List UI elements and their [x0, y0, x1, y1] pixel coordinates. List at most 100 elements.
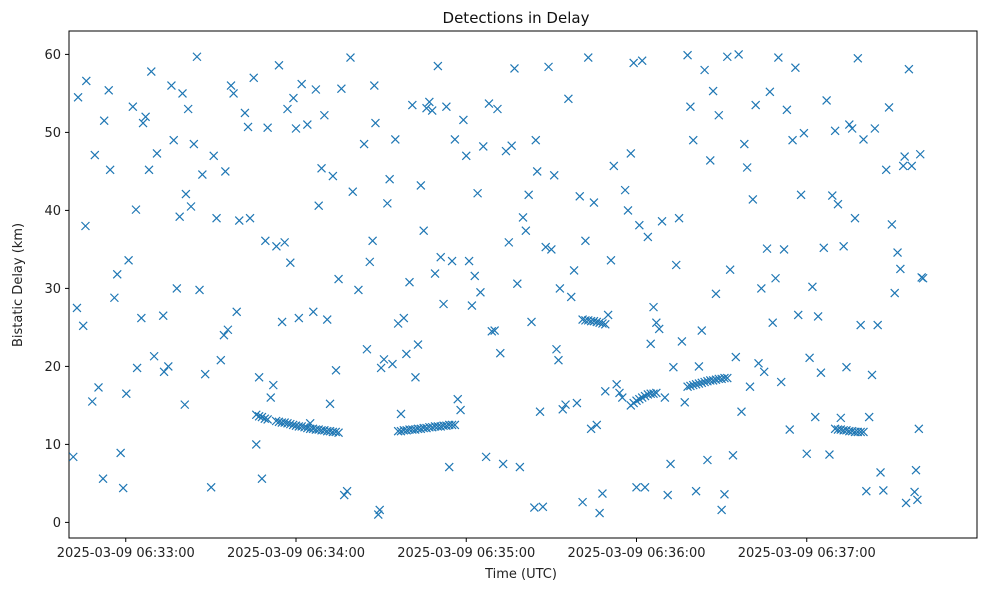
data-point — [583, 53, 593, 62]
data-point — [424, 97, 434, 107]
data-point — [141, 112, 151, 122]
data-point — [416, 181, 426, 190]
data-point — [600, 319, 610, 329]
data-point — [490, 326, 500, 335]
data-point — [793, 310, 803, 320]
data-point — [651, 318, 661, 328]
data-point — [229, 88, 238, 98]
data-point — [319, 110, 329, 120]
data-point — [884, 103, 894, 112]
data-point — [554, 355, 563, 365]
data-point — [546, 244, 556, 254]
data-point — [285, 419, 295, 429]
data-point — [260, 414, 270, 424]
data-point — [186, 202, 196, 211]
data-point — [322, 315, 332, 325]
y-tick-label: 40 — [44, 204, 61, 219]
data-point — [637, 56, 647, 66]
data-point — [433, 61, 443, 71]
data-point — [603, 310, 613, 320]
data-point — [498, 459, 508, 469]
data-point — [128, 102, 138, 112]
data-point — [245, 213, 255, 223]
data-point — [104, 85, 114, 95]
data-point — [354, 285, 363, 295]
data-point — [285, 258, 295, 268]
data-point — [382, 198, 392, 208]
data-point — [640, 482, 650, 492]
data-point — [178, 88, 187, 98]
data-point — [910, 487, 919, 497]
data-point — [311, 85, 321, 94]
data-point — [527, 317, 536, 327]
data-point — [376, 363, 386, 373]
data-point — [873, 320, 883, 330]
data-point — [263, 415, 273, 424]
data-point — [99, 116, 109, 126]
data-point — [362, 344, 372, 354]
data-point — [558, 404, 568, 414]
data-point — [529, 503, 539, 513]
data-point — [515, 462, 525, 472]
data-point — [257, 474, 267, 484]
data-point — [81, 76, 91, 86]
data-point — [697, 378, 707, 388]
data-point — [441, 102, 451, 112]
data-point — [654, 324, 664, 334]
data-point — [200, 369, 210, 379]
data-point — [685, 381, 695, 391]
x-axis-label: Time (UTC) — [484, 567, 557, 582]
data-point — [796, 190, 806, 200]
data-point — [776, 377, 786, 387]
data-point — [810, 412, 820, 422]
data-point — [691, 379, 701, 389]
data-point — [504, 237, 514, 247]
data-point — [615, 388, 624, 398]
data-point — [518, 212, 528, 222]
data-point — [722, 373, 732, 383]
data-point — [691, 486, 701, 496]
x-tick-label: 2025-03-09 06:37:00 — [738, 546, 876, 561]
data-point — [212, 213, 221, 223]
data-point — [183, 104, 193, 114]
data-point — [890, 288, 900, 298]
data-point — [651, 388, 661, 398]
data-point — [626, 149, 636, 158]
data-point — [612, 379, 622, 389]
data-point — [413, 340, 423, 349]
data-point — [405, 277, 414, 287]
data-point — [271, 241, 281, 251]
data-point — [476, 287, 485, 297]
data-point — [788, 135, 797, 145]
data-point — [782, 105, 792, 115]
data-point — [346, 53, 355, 62]
y-tick-label: 50 — [44, 126, 61, 141]
data-point — [734, 49, 744, 59]
data-point — [105, 165, 115, 175]
data-point — [192, 52, 202, 62]
data-point — [720, 373, 729, 383]
data-point — [331, 365, 341, 375]
data-point — [251, 410, 261, 420]
data-point — [152, 149, 162, 158]
x-tick-label: 2025-03-09 06:35:00 — [397, 546, 535, 561]
data-point — [401, 349, 411, 359]
data-point — [864, 412, 874, 422]
data-point — [589, 198, 599, 208]
data-point — [649, 389, 658, 399]
data-point — [78, 321, 88, 331]
data-point — [805, 353, 815, 363]
data-point — [728, 450, 738, 460]
data-point — [487, 326, 497, 336]
data-point — [703, 455, 712, 465]
data-point — [754, 358, 763, 368]
data-point — [918, 273, 928, 283]
data-point — [808, 282, 817, 292]
data-point — [458, 115, 468, 125]
data-point — [407, 100, 417, 110]
data-point — [680, 397, 690, 407]
data-point — [342, 486, 352, 496]
data-point — [232, 307, 242, 317]
data-point — [739, 139, 749, 149]
data-point — [226, 81, 236, 91]
